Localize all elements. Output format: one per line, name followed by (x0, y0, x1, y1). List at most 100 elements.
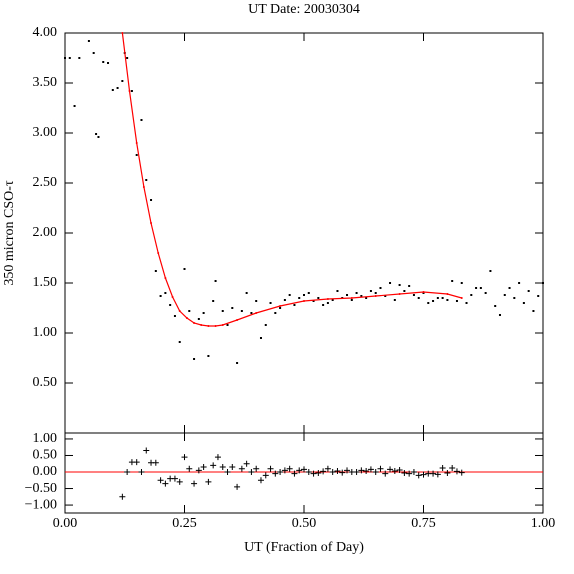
data-point (212, 300, 215, 302)
x-tick-label: 1.00 (531, 516, 556, 531)
data-point (346, 294, 349, 296)
y-tick-label: 1.00 (33, 325, 58, 340)
data-point (365, 297, 368, 299)
residual-point (358, 467, 365, 474)
residual-point (339, 469, 346, 476)
x-tick-label: 0.25 (172, 516, 197, 531)
data-point (331, 299, 334, 301)
data-point (532, 310, 535, 312)
residual-point (353, 469, 360, 476)
data-point (288, 294, 291, 296)
fit-point (193, 322, 196, 324)
data-point (107, 62, 110, 64)
data-point (226, 324, 229, 326)
data-point (436, 297, 439, 299)
data-point (92, 52, 95, 54)
residual-point (257, 477, 264, 484)
data-point (475, 287, 478, 289)
fit-point (178, 310, 181, 312)
residual-point (281, 467, 288, 474)
data-point (264, 324, 267, 326)
data-point (116, 87, 119, 89)
y-tick-label: 1.00 (33, 431, 58, 446)
data-point (173, 315, 176, 317)
residual-point (181, 454, 188, 461)
residual-point (305, 469, 312, 476)
data-point (140, 119, 143, 121)
data-point (498, 314, 501, 316)
data-point (479, 287, 482, 289)
residual-point (119, 493, 126, 500)
data-point (398, 284, 401, 286)
fit-point (374, 295, 377, 297)
residual-point (291, 470, 298, 477)
residual-point (396, 467, 403, 474)
y-tick-label: 1.50 (33, 275, 58, 290)
data-point (542, 282, 544, 284)
y-tick-label: 2.00 (33, 225, 58, 240)
residual-point (430, 470, 437, 477)
residual-point (133, 459, 140, 466)
residual-point (219, 464, 226, 471)
residual-point (372, 469, 379, 476)
fit-point (236, 319, 239, 321)
residual-point (248, 469, 255, 476)
y-axis-label: 350 micron CSO-τ (2, 180, 17, 286)
data-point (518, 282, 521, 284)
data-point (193, 358, 196, 360)
fit-point (303, 300, 305, 302)
data-point (202, 312, 205, 314)
data-point (78, 57, 81, 59)
y-tick-label: 0.50 (33, 448, 58, 463)
data-point (374, 292, 377, 294)
fit-point (164, 277, 167, 279)
y-tick-label: −1.00 (25, 497, 57, 512)
data-point (214, 280, 217, 282)
data-point (111, 89, 114, 91)
residual-point (152, 459, 159, 466)
data-point (427, 302, 430, 304)
data-point (159, 295, 162, 297)
data-point (465, 302, 468, 304)
data-point (484, 292, 487, 294)
fit-point (350, 297, 353, 299)
data-point (154, 270, 157, 272)
data-point (68, 57, 71, 59)
residual-point (329, 469, 336, 476)
data-point (360, 295, 363, 297)
data-point (183, 268, 186, 270)
residual-point (301, 466, 307, 473)
residual-point (439, 465, 446, 472)
residual-point (401, 470, 408, 476)
data-point (307, 292, 310, 294)
data-point (355, 292, 358, 294)
fit-point (255, 312, 258, 314)
data-point (221, 310, 224, 312)
data-point (336, 290, 339, 292)
residual-point (296, 467, 303, 474)
fit-point (207, 325, 210, 327)
residual-point (234, 483, 241, 490)
residual-point (367, 466, 374, 473)
fit-point (221, 324, 224, 326)
residual-point (157, 477, 164, 484)
data-point (64, 57, 66, 59)
residual-point (387, 466, 394, 473)
main-frame (64, 32, 544, 434)
data-point (269, 302, 272, 304)
fit-point (142, 186, 145, 188)
data-point (326, 302, 329, 304)
residual-frame (64, 432, 544, 514)
residual-point (420, 471, 427, 478)
residual-point (238, 465, 245, 472)
residual-point (324, 465, 331, 472)
data-point (164, 292, 167, 294)
residual-point (382, 470, 389, 477)
data-point (87, 40, 90, 42)
residual-point (315, 470, 322, 476)
data-point (73, 105, 76, 107)
data-point (130, 90, 133, 92)
data-point (145, 179, 148, 181)
y-tick-label: 2.50 (33, 175, 58, 190)
residual-point (191, 480, 198, 487)
